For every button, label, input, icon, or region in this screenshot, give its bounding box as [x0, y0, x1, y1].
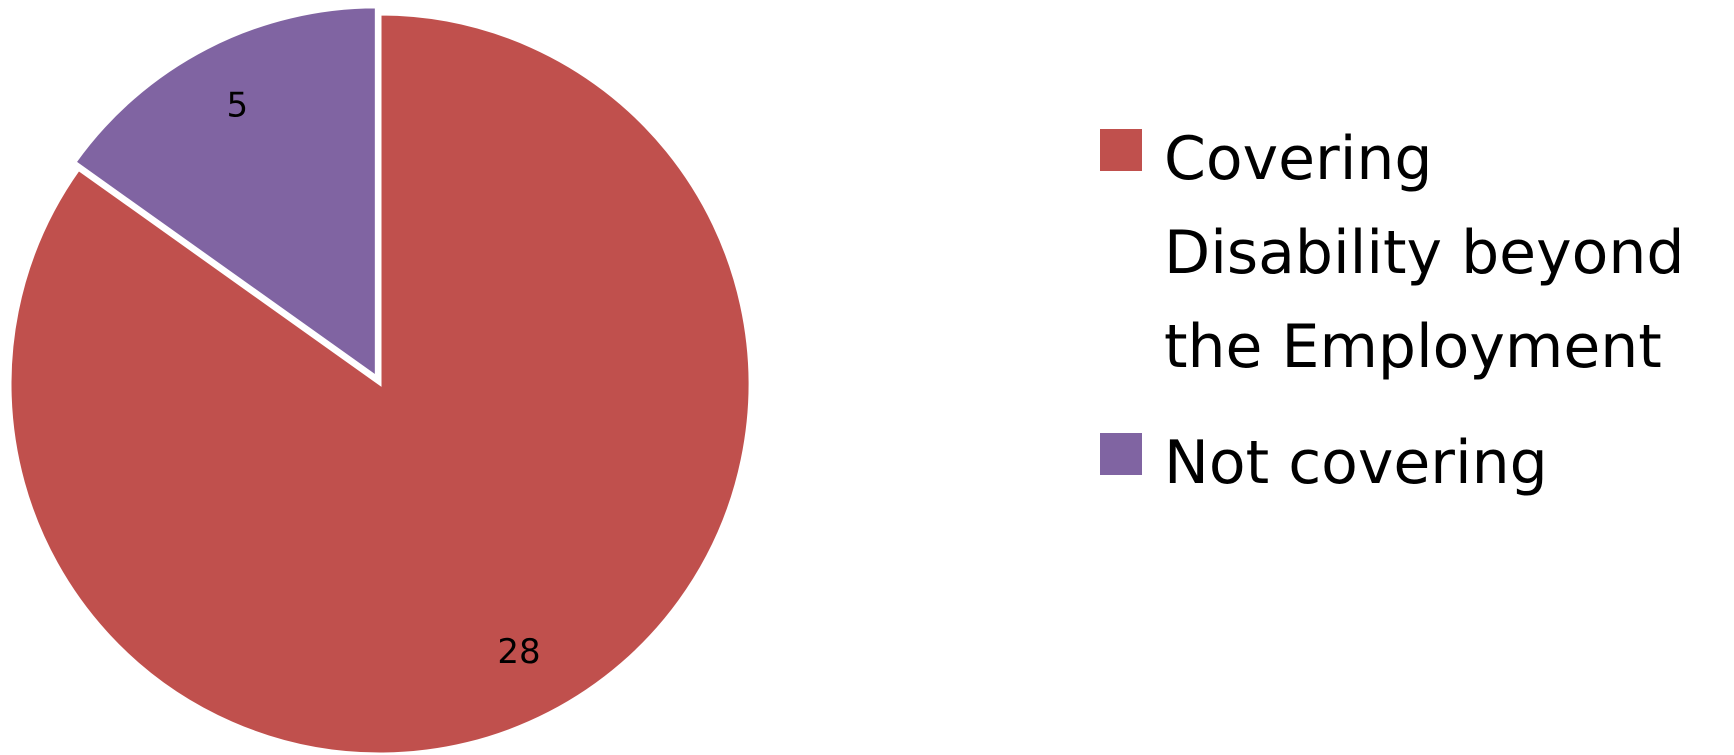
chart-legend: Covering Disability beyond the Employmen…	[1100, 112, 1720, 532]
legend-item-not-covering: Not covering	[1100, 416, 1720, 510]
data-label-covering: 28	[497, 632, 540, 672]
pie-slices	[8, 5, 752, 755]
data-label-not-covering: 5	[226, 86, 248, 126]
pie-slice-not-covering	[72, 5, 378, 380]
legend-swatch-covering	[1100, 129, 1142, 171]
pie-slice-covering	[8, 12, 752, 755]
legend-label-not-covering: Not covering	[1164, 428, 1548, 498]
legend-item-covering: Covering Disability beyond the Employmen…	[1100, 112, 1720, 394]
pie-data-labels: 28 5	[226, 86, 540, 672]
legend-label-covering: Covering Disability beyond the Employmen…	[1164, 124, 1685, 382]
legend-swatch-not-covering	[1100, 433, 1142, 475]
